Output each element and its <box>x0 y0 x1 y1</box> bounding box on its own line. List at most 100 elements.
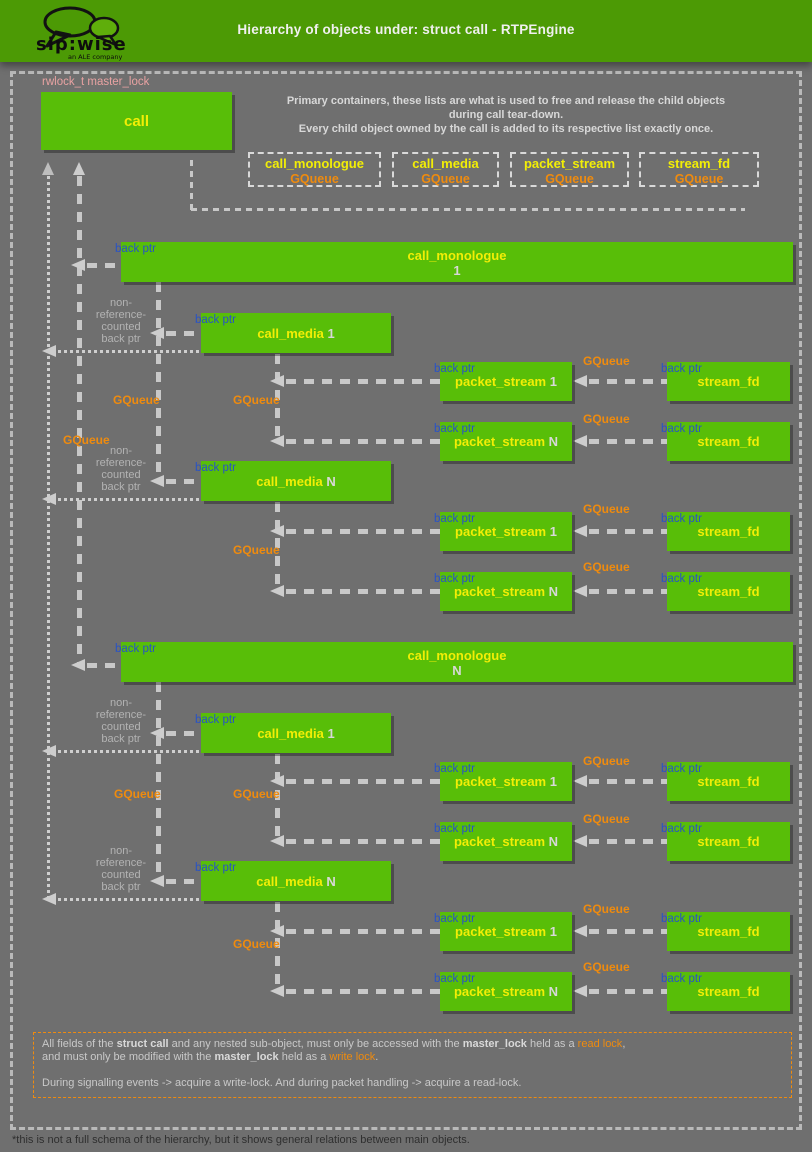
bar-title: call_monologue <box>407 248 507 263</box>
note-line: and must only be modified with the maste… <box>42 1051 783 1064</box>
left-arrowhead <box>270 375 284 387</box>
back-ptr-label: back ptr <box>195 862 236 874</box>
left-arrowhead <box>270 985 284 997</box>
box-index: N <box>548 834 559 849</box>
footnote: *this is not a full schema of the hierar… <box>12 1134 470 1146</box>
back-ptr-label: back ptr <box>434 423 475 435</box>
packet_stream-box: packet_stream 1 <box>440 912 572 951</box>
speech-bubble-small-tail <box>96 34 118 47</box>
left-arrowhead <box>573 585 587 597</box>
connector-vline <box>275 502 280 590</box>
back-ptr-line <box>589 929 667 934</box>
connector-vline <box>77 176 82 663</box>
connector-vline <box>47 176 50 899</box>
back-ptr-label: back ptr <box>434 513 475 525</box>
bar-index: N <box>452 663 462 678</box>
back-ptr-line <box>286 929 440 934</box>
nonref-line: back ptr <box>101 481 141 493</box>
emphasized-term: master_lock <box>462 1038 527 1050</box>
intro-text: Primary containers, these lists are what… <box>246 94 766 136</box>
box-index: N <box>548 434 559 449</box>
packet_stream-box: packet_stream 1 <box>440 362 572 401</box>
left-arrowhead <box>573 925 587 937</box>
call_media-box: call_media N <box>201 861 391 901</box>
left-arrowhead <box>270 525 284 537</box>
stream_fd-box: stream_fd <box>667 822 790 861</box>
back-ptr-label: back ptr <box>661 423 702 435</box>
nonref-line: counted <box>101 869 141 881</box>
gqueue-label: GQueue <box>233 787 280 801</box>
left-arrowhead <box>150 475 164 487</box>
gqueue-label: GQueue <box>674 172 724 186</box>
bar-index: 1 <box>453 263 461 278</box>
connector-vline <box>190 160 193 211</box>
box-index: 1 <box>549 524 557 539</box>
back-ptr-line <box>589 529 667 534</box>
gqueue-label: GQueue <box>233 937 280 951</box>
nonref-line: non- <box>109 445 133 457</box>
nonref-backptr-label: non-reference-counted back ptr <box>91 697 151 745</box>
gqueue-label: GQueue <box>233 393 280 407</box>
gqueue-label: GQueue <box>583 812 630 826</box>
back-ptr-line <box>589 439 667 444</box>
nonref-line: back ptr <box>101 881 141 893</box>
note-line: All fields of the struct call and any ne… <box>42 1038 783 1051</box>
gqueue-label: GQueue <box>63 433 110 447</box>
gqueue-label: GQueue <box>583 902 630 916</box>
note-text: held as a <box>278 1051 330 1063</box>
stream_fd-box: stream_fd <box>667 572 790 611</box>
container-call_monologue: call_monologue GQueue <box>248 152 381 187</box>
left-arrowhead <box>270 585 284 597</box>
back-ptr-label: back ptr <box>195 462 236 474</box>
back-ptr-line <box>58 498 201 501</box>
call_media-box: call_media 1 <box>201 713 391 753</box>
up-arrowhead <box>73 162 85 175</box>
nonref-line: non- <box>109 845 133 857</box>
nonref-line: reference- <box>95 309 147 321</box>
back-ptr-line <box>58 898 201 901</box>
back-ptr-line <box>286 989 440 994</box>
container-label: call_media <box>412 156 479 171</box>
box-index: 1 <box>549 774 557 789</box>
connector-vline <box>275 354 280 440</box>
packet_stream-box: packet_stream 1 <box>440 512 572 551</box>
left-arrowhead <box>270 775 284 787</box>
back-ptr-label: back ptr <box>661 973 702 985</box>
header: sip:wise an ALE company Hierarchy of obj… <box>0 0 812 62</box>
nonref-backptr-label: non-reference-counted back ptr <box>91 845 151 893</box>
nonref-backptr-label: non-reference-counted back ptr <box>91 445 151 493</box>
call_media-box: call_media N <box>201 461 391 501</box>
gqueue-label: GQueue <box>583 960 630 974</box>
back-ptr-label: back ptr <box>434 763 475 775</box>
back-ptr-label: back ptr <box>434 823 475 835</box>
connector-vline <box>156 282 161 480</box>
back-ptr-label: back ptr <box>115 243 156 255</box>
left-arrowhead <box>573 375 587 387</box>
note-text: All fields of the <box>42 1038 117 1050</box>
left-arrowhead <box>573 435 587 447</box>
note-text: and must only be modified with the <box>42 1051 215 1063</box>
nonref-line: reference- <box>95 709 147 721</box>
stream_fd-box: stream_fd <box>667 422 790 461</box>
rwlock-label: rwlock_t master_lock <box>42 76 150 88</box>
container-label: call_monologue <box>265 156 364 171</box>
back-ptr-line <box>166 731 201 736</box>
note-text: . <box>375 1051 379 1063</box>
container-label: packet_stream <box>523 156 616 171</box>
back-ptr-line <box>58 750 201 753</box>
back-ptr-line <box>589 989 667 994</box>
gqueue-label: GQueue <box>114 787 161 801</box>
back-ptr-line <box>166 479 201 484</box>
back-ptr-label: back ptr <box>434 973 475 985</box>
packet_stream-box: packet_stream N <box>440 422 572 461</box>
back-ptr-label: back ptr <box>661 513 702 525</box>
left-arrowhead <box>150 327 164 339</box>
stream_fd-box: stream_fd <box>667 362 790 401</box>
emphasized-term: master_lock <box>214 1051 279 1063</box>
left-arrowhead <box>150 875 164 887</box>
back-ptr-label: back ptr <box>434 913 475 925</box>
note-text: During signalling events -> acquire a wr… <box>42 1077 522 1089</box>
back-ptr-label: back ptr <box>115 643 156 655</box>
page-title: Hierarchy of objects under: struct call … <box>237 22 575 37</box>
